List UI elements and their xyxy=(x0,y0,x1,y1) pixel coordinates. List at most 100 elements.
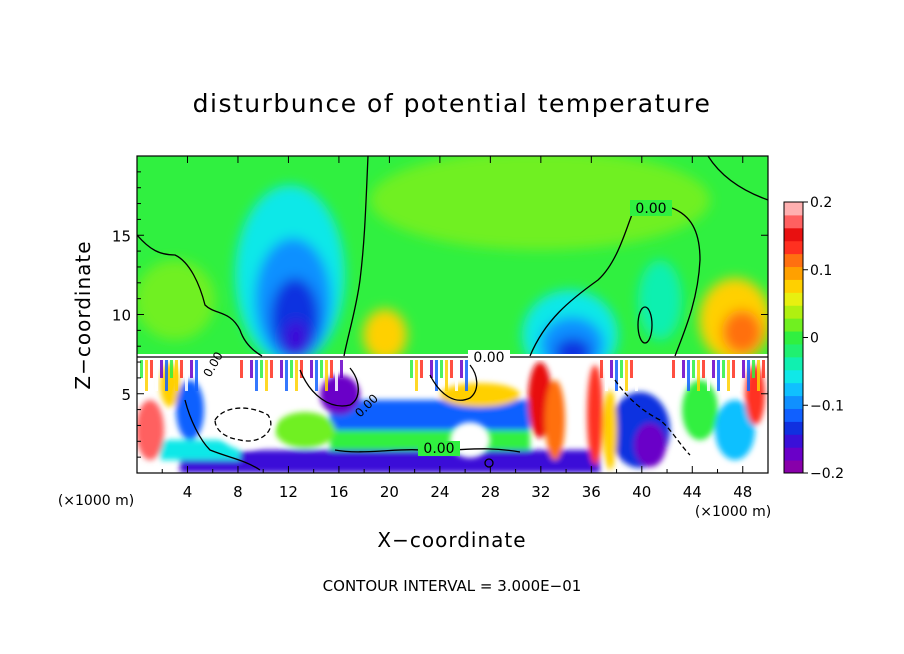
y-unit-label: (×1000 m) xyxy=(58,493,134,509)
x-tick-label-4: 4 xyxy=(183,483,193,501)
y-axis-label: Z−coordinate xyxy=(71,240,95,389)
wave-stripe xyxy=(445,360,448,391)
wave-stripe xyxy=(420,360,423,378)
upper-left-green-patch xyxy=(137,260,215,340)
wave-stripe xyxy=(195,360,198,391)
colorbar-band xyxy=(784,292,803,306)
y-tick-label-15: 15 xyxy=(112,227,131,245)
wave-stripe xyxy=(270,360,273,378)
colorbar-tick-label: −0.1 xyxy=(810,398,844,414)
lower-purple-band xyxy=(180,450,600,473)
contour-lower-2 xyxy=(184,399,261,471)
heatmap-field xyxy=(137,156,768,473)
wave-stripe xyxy=(260,360,263,378)
wave-stripe xyxy=(455,360,458,391)
wave-stripe xyxy=(160,360,163,378)
wave-stripe xyxy=(245,360,248,391)
lower-blue-left xyxy=(176,380,204,440)
wave-stripe xyxy=(180,360,183,378)
colorbar-band xyxy=(784,318,803,332)
wave-stripe xyxy=(190,360,193,378)
wave-stripe xyxy=(707,360,710,391)
warm-anomaly-mid xyxy=(363,309,407,361)
wave-stripe xyxy=(635,360,638,391)
wave-stripe xyxy=(430,360,433,378)
x-tick-label-16: 16 xyxy=(329,483,348,501)
x-tick-label-44: 44 xyxy=(683,483,702,501)
wave-stripe xyxy=(620,360,623,378)
upper-light-green-band xyxy=(370,156,710,250)
contour-zero-right-2 xyxy=(671,207,701,357)
wave-stripe xyxy=(140,360,143,378)
wave-stripe xyxy=(290,360,293,378)
wave-stripe xyxy=(757,360,760,391)
wave-stripe xyxy=(340,360,343,378)
wave-stripe xyxy=(155,360,158,391)
wave-stripe xyxy=(240,360,243,378)
contour-label-1: 0.00 xyxy=(635,201,666,217)
interface-wave-stripes xyxy=(140,360,768,391)
lower-purple-patch-right xyxy=(634,423,666,467)
colorbar-tick-label: 0 xyxy=(810,331,819,347)
wave-stripe xyxy=(600,360,603,378)
cyan-patch-right xyxy=(638,260,682,340)
colorbar-band xyxy=(784,331,803,345)
x-tick-label-24: 24 xyxy=(430,483,449,501)
wave-stripe xyxy=(410,360,413,378)
colorbar-band xyxy=(784,305,803,319)
wave-stripe xyxy=(170,360,173,378)
colorbar-band xyxy=(784,369,803,384)
wave-stripe xyxy=(697,360,700,391)
x-tick-label-12: 12 xyxy=(279,483,298,501)
colorbar-band xyxy=(784,434,803,448)
colorbar-band xyxy=(784,421,803,435)
wave-stripe xyxy=(265,360,268,391)
wave-stripe xyxy=(185,360,188,391)
colorbar-band xyxy=(784,214,803,229)
y-tick-label-10: 10 xyxy=(112,307,131,325)
lower-yellow-streak xyxy=(440,383,520,407)
contour-zero-center xyxy=(343,156,369,357)
wave-stripe xyxy=(275,360,278,391)
colorbar-band xyxy=(784,253,803,268)
wave-stripe xyxy=(250,360,253,378)
wave-stripe xyxy=(712,360,715,378)
wave-stripe xyxy=(330,360,333,378)
contour-interval-text: CONTOUR INTERVAL = 3.000E−01 xyxy=(323,577,582,595)
wave-stripe xyxy=(280,360,283,378)
contour-zero-left xyxy=(137,234,263,357)
colorbar-band xyxy=(784,202,803,216)
lower-green-patch-right xyxy=(682,380,718,440)
warm-anomaly-right-core xyxy=(722,310,762,354)
y-axis: 5 10 15 xyxy=(112,171,768,458)
wave-stripe xyxy=(285,360,288,391)
cold-anomaly-left-center xyxy=(284,320,308,356)
x-tick-label-36: 36 xyxy=(582,483,601,501)
wave-stripe xyxy=(752,360,755,378)
wave-stripe xyxy=(672,360,675,378)
wave-stripe xyxy=(630,360,633,378)
colorbar-band xyxy=(784,343,803,358)
wave-stripe xyxy=(677,360,680,391)
lower-green-left xyxy=(275,412,335,448)
x-tick-label-8: 8 xyxy=(233,483,243,501)
contour-zero-right xyxy=(529,207,636,357)
x-tick-label-28: 28 xyxy=(481,483,500,501)
wave-stripe xyxy=(605,360,608,391)
wave-stripe xyxy=(175,360,178,391)
wave-stripe xyxy=(615,360,618,391)
y-tick-label-5: 5 xyxy=(121,386,131,404)
contour-label-2: 0.00 xyxy=(473,350,504,366)
wave-stripe xyxy=(450,360,453,378)
wave-stripe xyxy=(165,360,168,391)
lower-red-vert-1 xyxy=(587,365,603,465)
wave-stripe xyxy=(305,360,308,391)
wave-stripe xyxy=(692,360,695,378)
wave-stripe xyxy=(440,360,443,378)
wave-stripe xyxy=(717,360,720,391)
colorbar-band xyxy=(784,356,803,371)
x-tick-label-48: 48 xyxy=(733,483,752,501)
x-tick-label-32: 32 xyxy=(531,483,550,501)
wave-stripe xyxy=(335,360,338,391)
